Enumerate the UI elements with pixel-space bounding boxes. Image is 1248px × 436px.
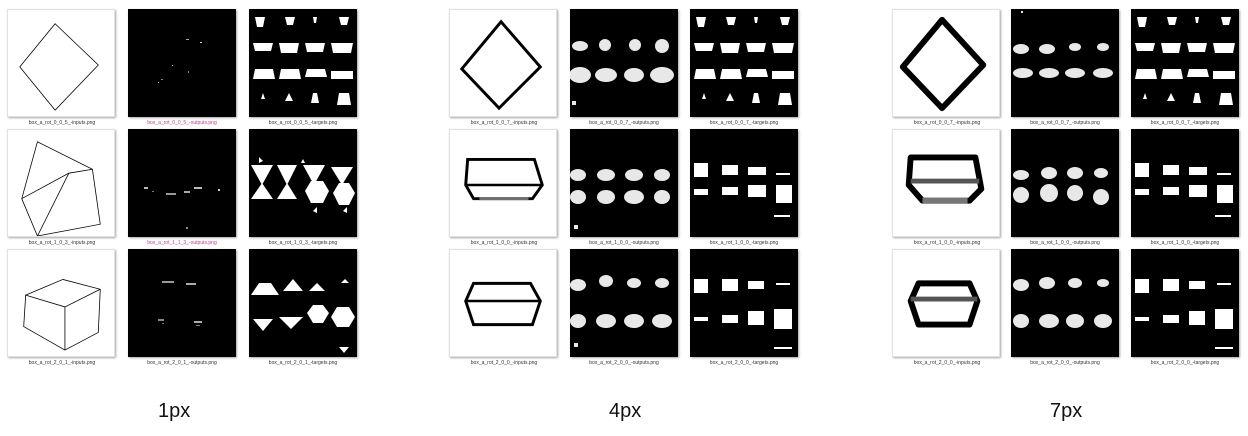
thumbnail-inputs[interactable] bbox=[449, 129, 557, 237]
file-name-label[interactable]: box_a_rot_2_0_0_-inputs.png bbox=[913, 360, 981, 366]
thumbnail-targets[interactable] bbox=[690, 249, 798, 357]
file-name-label[interactable]: box_a_rot_1_0_0_-outputs.png bbox=[589, 240, 659, 246]
file-name-label[interactable]: box_a_rot_1_1_3_-outputs.png bbox=[147, 240, 217, 246]
box-line-drawing bbox=[464, 157, 544, 201]
thumbnail-inputs[interactable] bbox=[449, 249, 557, 357]
file-name-label[interactable]: box_a_rot_2_0_0_-inputs.png bbox=[470, 360, 538, 366]
blob-output bbox=[1013, 277, 1112, 328]
file-name-label[interactable]: box_a_rot_0_0_5_-outputs.png bbox=[147, 120, 217, 126]
file-name-label[interactable]: box_a_rot_0_0_7_-outputs.png bbox=[1030, 120, 1100, 126]
blob-output bbox=[570, 39, 674, 105]
file-name-label[interactable]: box_a_rot_2_0_0_-outputs.png bbox=[1030, 360, 1100, 366]
box-line-drawing bbox=[899, 16, 987, 112]
file-name-label[interactable]: box_a_rot_2_0_0_-targets.png bbox=[709, 360, 779, 366]
thumbnail-targets[interactable] bbox=[690, 129, 798, 237]
target-shapes bbox=[251, 157, 355, 213]
file-name-label[interactable]: box_a_rot_1_0_3_-targets.png bbox=[268, 240, 338, 246]
file-name-label[interactable]: box_a_rot_1_0_0_-inputs.png bbox=[913, 240, 981, 246]
thumbnail-outputs[interactable] bbox=[570, 129, 678, 237]
file-name-label[interactable]: box_a_rot_0_0_5_-inputs.png bbox=[28, 120, 96, 126]
file-name-label[interactable]: box_a_rot_2_0_1_-targets.png bbox=[268, 360, 338, 366]
thumbnail-inputs[interactable] bbox=[892, 129, 1000, 237]
file-name-label[interactable]: box_a_rot_0_0_7_-inputs.png bbox=[913, 120, 981, 126]
box-line-drawing bbox=[905, 154, 985, 204]
target-shapes bbox=[251, 279, 355, 353]
file-name-label[interactable]: box_a_rot_0_0_7_-targets.png bbox=[709, 120, 779, 126]
file-name-label[interactable]: box_a_rot_0_0_7_-outputs.png bbox=[589, 120, 659, 126]
thumbnail-outputs[interactable] bbox=[1011, 9, 1119, 117]
thumbnail-inputs[interactable] bbox=[7, 9, 115, 117]
group-label: 4px bbox=[609, 400, 642, 422]
blob-output bbox=[570, 275, 672, 347]
target-shapes bbox=[1135, 163, 1233, 217]
file-name-label[interactable]: box_a_rot_1_0_0_-targets.png bbox=[709, 240, 779, 246]
target-shapes bbox=[1135, 17, 1235, 105]
thumbnail-targets[interactable] bbox=[249, 129, 357, 237]
file-name-label[interactable]: box_a_rot_0_0_7_-inputs.png bbox=[470, 120, 538, 126]
thumbnail-inputs[interactable] bbox=[7, 129, 115, 237]
box-line-drawing bbox=[907, 280, 981, 328]
thumbnail-targets[interactable] bbox=[249, 249, 357, 357]
blob-output bbox=[1013, 167, 1109, 205]
group-label: 1px bbox=[158, 400, 191, 422]
sparse-output-specks bbox=[158, 281, 202, 326]
file-name-label[interactable]: box_a_rot_1_0_0_-outputs.png bbox=[1030, 240, 1100, 246]
sparse-output-specks bbox=[144, 187, 220, 229]
thumbnail-outputs[interactable] bbox=[128, 249, 236, 357]
thumbnail-inputs[interactable] bbox=[449, 9, 557, 117]
target-shapes bbox=[253, 17, 353, 105]
target-shapes bbox=[694, 17, 794, 105]
file-name-label[interactable]: box_a_rot_1_0_0_-targets.png bbox=[1150, 240, 1220, 246]
file-name-label[interactable]: box_a_rot_2_0_1_-outputs.png bbox=[147, 360, 217, 366]
file-name-label[interactable]: box_a_rot_2_0_0_-targets.png bbox=[1150, 360, 1220, 366]
file-name-label[interactable]: box_a_rot_1_0_3_-inputs.png bbox=[28, 240, 96, 246]
thumbnail-targets[interactable] bbox=[1131, 129, 1239, 237]
file-name-label[interactable]: box_a_rot_0_0_7_-targets.png bbox=[1150, 120, 1220, 126]
thumbnail-outputs[interactable] bbox=[1011, 249, 1119, 357]
target-shapes bbox=[694, 279, 792, 349]
box-line-drawing bbox=[21, 141, 101, 236]
blob-output bbox=[570, 169, 670, 229]
thumbnail-outputs[interactable] bbox=[128, 129, 236, 237]
file-name-label[interactable]: box_a_rot_2_0_1_-inputs.png bbox=[28, 360, 96, 366]
thumbnail-outputs[interactable] bbox=[570, 249, 678, 357]
box-line-drawing bbox=[464, 281, 542, 327]
file-name-label[interactable]: box_a_rot_0_0_5_-targets.png bbox=[268, 120, 338, 126]
target-shapes bbox=[1135, 279, 1233, 349]
target-shapes bbox=[694, 163, 792, 217]
thumbnail-outputs[interactable] bbox=[128, 9, 236, 117]
thumbnail-targets[interactable] bbox=[1131, 249, 1239, 357]
box-line-drawing bbox=[23, 279, 101, 351]
sparse-output-specks bbox=[158, 39, 202, 83]
thumbnail-outputs[interactable] bbox=[570, 9, 678, 117]
thumbnail-inputs[interactable] bbox=[892, 9, 1000, 117]
box-line-drawing bbox=[459, 19, 543, 111]
file-name-label[interactable]: box_a_rot_1_0_0_-inputs.png bbox=[470, 240, 538, 246]
thumbnail-targets[interactable] bbox=[1131, 9, 1239, 117]
thumbnail-targets[interactable] bbox=[249, 9, 357, 117]
group-label: 7px bbox=[1050, 400, 1083, 422]
thumbnail-inputs[interactable] bbox=[7, 249, 115, 357]
thumbnail-targets[interactable] bbox=[690, 9, 798, 117]
blob-output bbox=[1013, 11, 1113, 78]
box-line-drawing bbox=[19, 23, 99, 111]
file-name-label[interactable]: box_a_rot_2_0_0_-outputs.png bbox=[589, 360, 659, 366]
thumbnail-outputs[interactable] bbox=[1011, 129, 1119, 237]
thumbnail-inputs[interactable] bbox=[892, 249, 1000, 357]
